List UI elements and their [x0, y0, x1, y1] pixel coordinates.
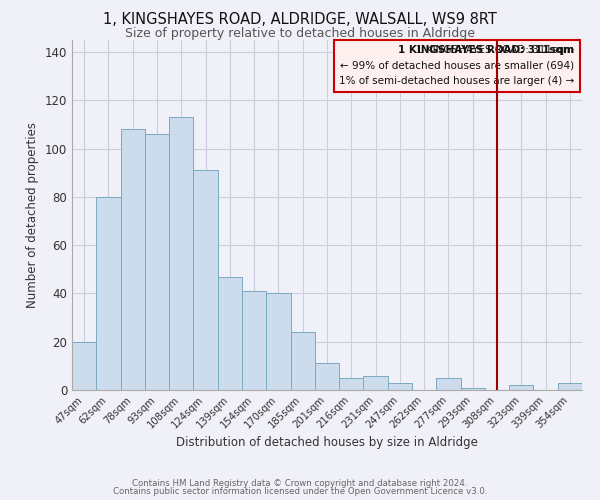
Text: 1 KINGSHAYES ROAD: 311sqm: 1 KINGSHAYES ROAD: 311sqm: [398, 46, 574, 55]
Bar: [364, 376, 388, 390]
Bar: [242, 291, 266, 390]
Bar: [436, 378, 461, 390]
Text: Size of property relative to detached houses in Aldridge: Size of property relative to detached ho…: [125, 28, 475, 40]
Bar: [72, 342, 96, 390]
Bar: [121, 130, 145, 390]
Bar: [96, 197, 121, 390]
Text: Contains HM Land Registry data © Crown copyright and database right 2024.: Contains HM Land Registry data © Crown c…: [132, 478, 468, 488]
Bar: [461, 388, 485, 390]
Text: 1 KINGSHAYES ROAD: 311sqm
← 99% of detached houses are smaller (694)
1% of semi-: 1 KINGSHAYES ROAD: 311sqm ← 99% of detac…: [339, 46, 574, 86]
Bar: [266, 294, 290, 390]
X-axis label: Distribution of detached houses by size in Aldridge: Distribution of detached houses by size …: [176, 436, 478, 449]
Bar: [193, 170, 218, 390]
Bar: [315, 364, 339, 390]
Bar: [145, 134, 169, 390]
Y-axis label: Number of detached properties: Number of detached properties: [26, 122, 39, 308]
Text: 1, KINGSHAYES ROAD, ALDRIDGE, WALSALL, WS9 8RT: 1, KINGSHAYES ROAD, ALDRIDGE, WALSALL, W…: [103, 12, 497, 28]
Text: Contains public sector information licensed under the Open Government Licence v3: Contains public sector information licen…: [113, 487, 487, 496]
Bar: [509, 385, 533, 390]
Bar: [388, 383, 412, 390]
Bar: [169, 117, 193, 390]
Bar: [339, 378, 364, 390]
Bar: [558, 383, 582, 390]
Bar: [290, 332, 315, 390]
Bar: [218, 276, 242, 390]
